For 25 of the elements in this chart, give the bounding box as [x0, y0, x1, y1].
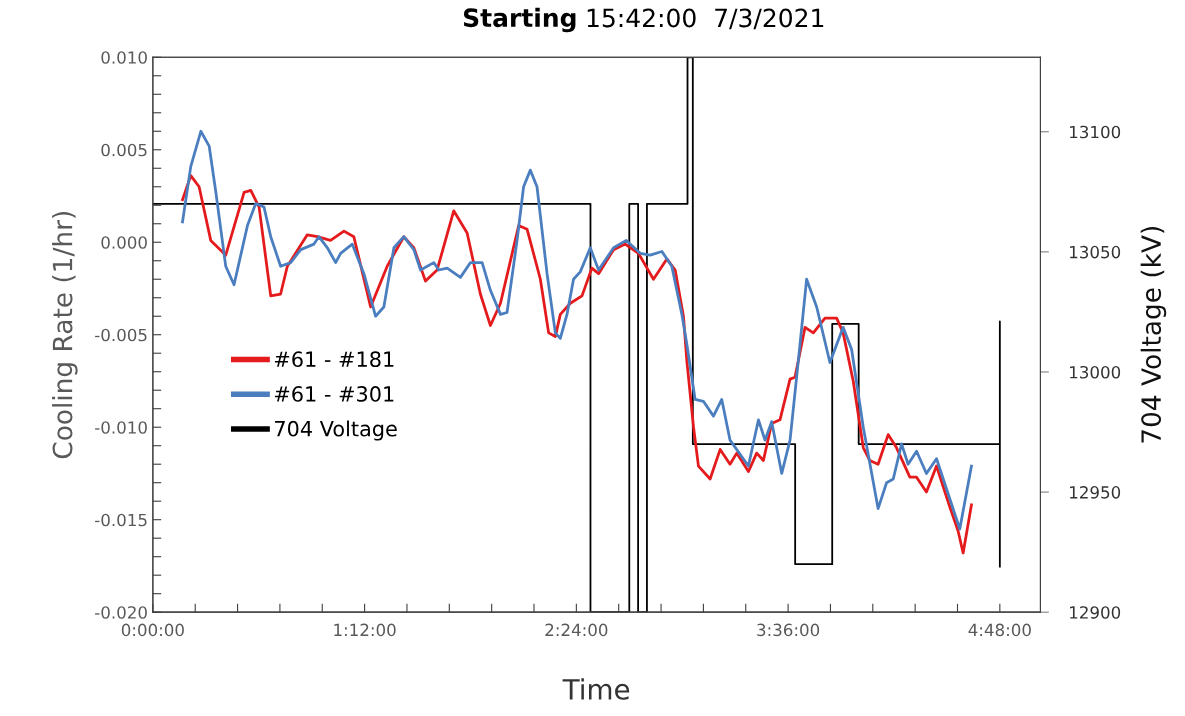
legend-label: #61 - #181: [274, 351, 394, 368]
y-tick-label: 0.010: [101, 51, 147, 64]
x-tick-label: 2:24:00: [545, 623, 608, 637]
chart-title: Starting 15:42:00 7/3/2021: [463, 7, 824, 33]
y-tick-label: -0.015: [95, 513, 147, 527]
x-tick-label: 4:48:00: [968, 623, 1031, 637]
y2-tick-label: 12950: [1070, 486, 1121, 499]
x-axis-title: Time: [562, 678, 630, 700]
legend-label: #61 - #301: [274, 386, 394, 402]
y2-tick-label: 13000: [1070, 365, 1121, 379]
x-tick-label: 1:12:00: [334, 623, 396, 637]
y-tick-label: -0.010: [95, 421, 147, 434]
y-tick-label: 0.005: [101, 143, 147, 157]
y-tick-label: -0.020: [95, 606, 147, 619]
y2-tick-label: 13100: [1070, 125, 1121, 139]
y-axis-title: Cooling Rate (1/hr): [52, 212, 78, 459]
x-tick-label: 0:00:00: [121, 623, 184, 637]
y2-tick-label: 13050: [1070, 245, 1121, 259]
x-tick-label: 3:36:00: [757, 623, 820, 637]
y-tick-label: 0.000: [101, 236, 147, 249]
y2-tick-label: 12900: [1070, 606, 1121, 619]
y2-axis-title: 704 Voltage (kV): [1140, 226, 1167, 443]
legend-label: 704 Voltage: [275, 420, 397, 441]
line-series: [181, 129, 973, 531]
y-tick-label: -0.005: [95, 328, 147, 342]
